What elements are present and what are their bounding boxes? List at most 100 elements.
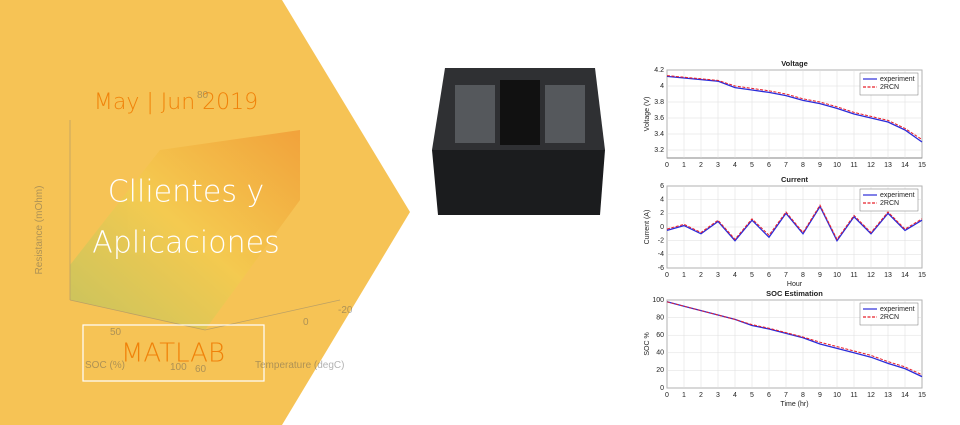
y-tick-label: 3.2 (654, 147, 664, 154)
tick-label: 100 (170, 362, 187, 373)
x-tick-label: 4 (733, 272, 737, 279)
y-tick-label: 6 (660, 183, 664, 190)
series-line (666, 75, 923, 143)
series-line (666, 204, 923, 241)
x-tick-label: 9 (818, 392, 822, 399)
y-tick-label: 0 (660, 224, 664, 231)
plots: 3.23.43.63.844.20 1 2 3 4 5 6 7 8 9 10 11 12 13 14 15Vo… (644, 59, 926, 408)
x-tick-label: 2 (699, 272, 703, 279)
surface (70, 130, 300, 330)
x-tick-label: 8 (801, 162, 805, 169)
x-tick-label: 1 (682, 392, 686, 399)
x-tick-label: 12 (867, 272, 875, 279)
tick-label: 50 (110, 327, 122, 338)
x-tick-label: 14 (901, 272, 909, 279)
battery-cells (455, 85, 495, 143)
x-tick-label: 11 (850, 392, 857, 399)
x-tick-label: 13 (884, 162, 892, 169)
x-axis-label: Time (hr) (780, 401, 808, 408)
x-tick-label: 12 (867, 162, 875, 169)
title-line: Cllientes y (108, 175, 265, 210)
x-tick-label: 7 (784, 162, 788, 169)
x-tick-label: 13 (884, 272, 892, 279)
legend-label: experiment (880, 192, 915, 199)
y-axis-label: Voltage (V) (644, 97, 651, 132)
x-tick-label: 15 (918, 272, 926, 279)
chart-title: SOC Estimation (766, 289, 823, 298)
x-tick-label: 14 (901, 162, 909, 169)
x-tick-label: 2 (699, 162, 703, 169)
y-tick-label: 4.2 (654, 67, 664, 74)
y-tick-label: 2 (660, 210, 664, 217)
x-tick-label: 10 (833, 392, 841, 399)
series-line (666, 301, 923, 376)
y-label: Temperature (degC) (255, 360, 344, 371)
y-tick-label: 20 (656, 367, 664, 374)
y-tick-label: -6 (658, 265, 664, 272)
x-tick-label: 4 (733, 162, 737, 169)
x-tick-label: 8 (801, 392, 805, 399)
x-tick-label: 0 (665, 272, 669, 279)
x-tick-label: 13 (884, 392, 892, 399)
x-label: SOC (%) (85, 360, 125, 371)
x-tick-label: 6 (767, 272, 771, 279)
series-line (666, 205, 923, 242)
y-axis-label: Current (A) (644, 210, 651, 245)
button[interactable] (82, 324, 265, 382)
x-tick-label: 9 (818, 162, 822, 169)
chart-title: Voltage (781, 59, 808, 68)
button-label[interactable]: MATLAB (121, 339, 225, 369)
legend-label: 2RCN (880, 200, 899, 207)
x-tick-label: 12 (867, 392, 875, 399)
tick-label: -20 (338, 305, 353, 316)
x-tick-label: 0 (665, 392, 669, 399)
x-tick-label: 10 (833, 272, 841, 279)
y-axis-label: SOC % (644, 332, 651, 355)
x-tick-label: 3 (716, 162, 720, 169)
x-tick-label: 2 (699, 392, 703, 399)
line-chart: 3.23.43.63.844.20 1 2 3 4 5 6 7 8 9 10 11 12 13 14 15Vo… (644, 59, 926, 169)
x-tick-label: 14 (901, 392, 909, 399)
x-tick-label: 15 (918, 392, 926, 399)
x-tick-label: 6 (767, 392, 771, 399)
x-tick-label: 8 (801, 272, 805, 279)
x-tick-label: 15 (918, 162, 926, 169)
x-tick-label: 9 (818, 272, 822, 279)
x-tick-label: 11 (850, 272, 857, 279)
y-tick-label: 4 (660, 83, 664, 90)
y-tick-label: 80 (656, 314, 664, 321)
x-tick-label: 5 (750, 272, 754, 279)
title-line: Aplicaciones (92, 226, 279, 261)
x-tick-label: 11 (850, 162, 857, 169)
x-tick-label: 3 (716, 392, 720, 399)
legend-label: experiment (880, 306, 915, 313)
y-tick-label: 3.4 (654, 131, 664, 138)
legend-label: experiment (880, 76, 915, 83)
series-line (666, 75, 923, 141)
x-tick-label: 7 (784, 272, 788, 279)
y-tick-label: -4 (658, 251, 664, 258)
x-tick-label: 1 (682, 272, 686, 279)
x-tick-label: 10 (833, 162, 841, 169)
x-tick-label: 6 (767, 162, 771, 169)
y-tick-label: -2 (658, 238, 664, 245)
y-tick-label: 60 (656, 332, 664, 339)
x-axis-label: Hour (787, 281, 803, 288)
legend-label: 2RCN (880, 84, 899, 91)
battery-front (432, 150, 605, 215)
y-tick-label: 0 (660, 385, 664, 392)
y-tick-label: 3.8 (654, 99, 664, 106)
z-label: Resistance (mOhm) (34, 186, 45, 275)
chart-title: Current (781, 175, 809, 184)
x-tick-label: 1 (682, 162, 686, 169)
y-tick-label: 40 (656, 350, 664, 357)
x-tick-label: 7 (784, 392, 788, 399)
x-tick-label: 5 (750, 392, 754, 399)
y-tick-label: 4 (660, 197, 664, 204)
tick-label: 0 (303, 317, 309, 328)
series-line (666, 301, 923, 378)
